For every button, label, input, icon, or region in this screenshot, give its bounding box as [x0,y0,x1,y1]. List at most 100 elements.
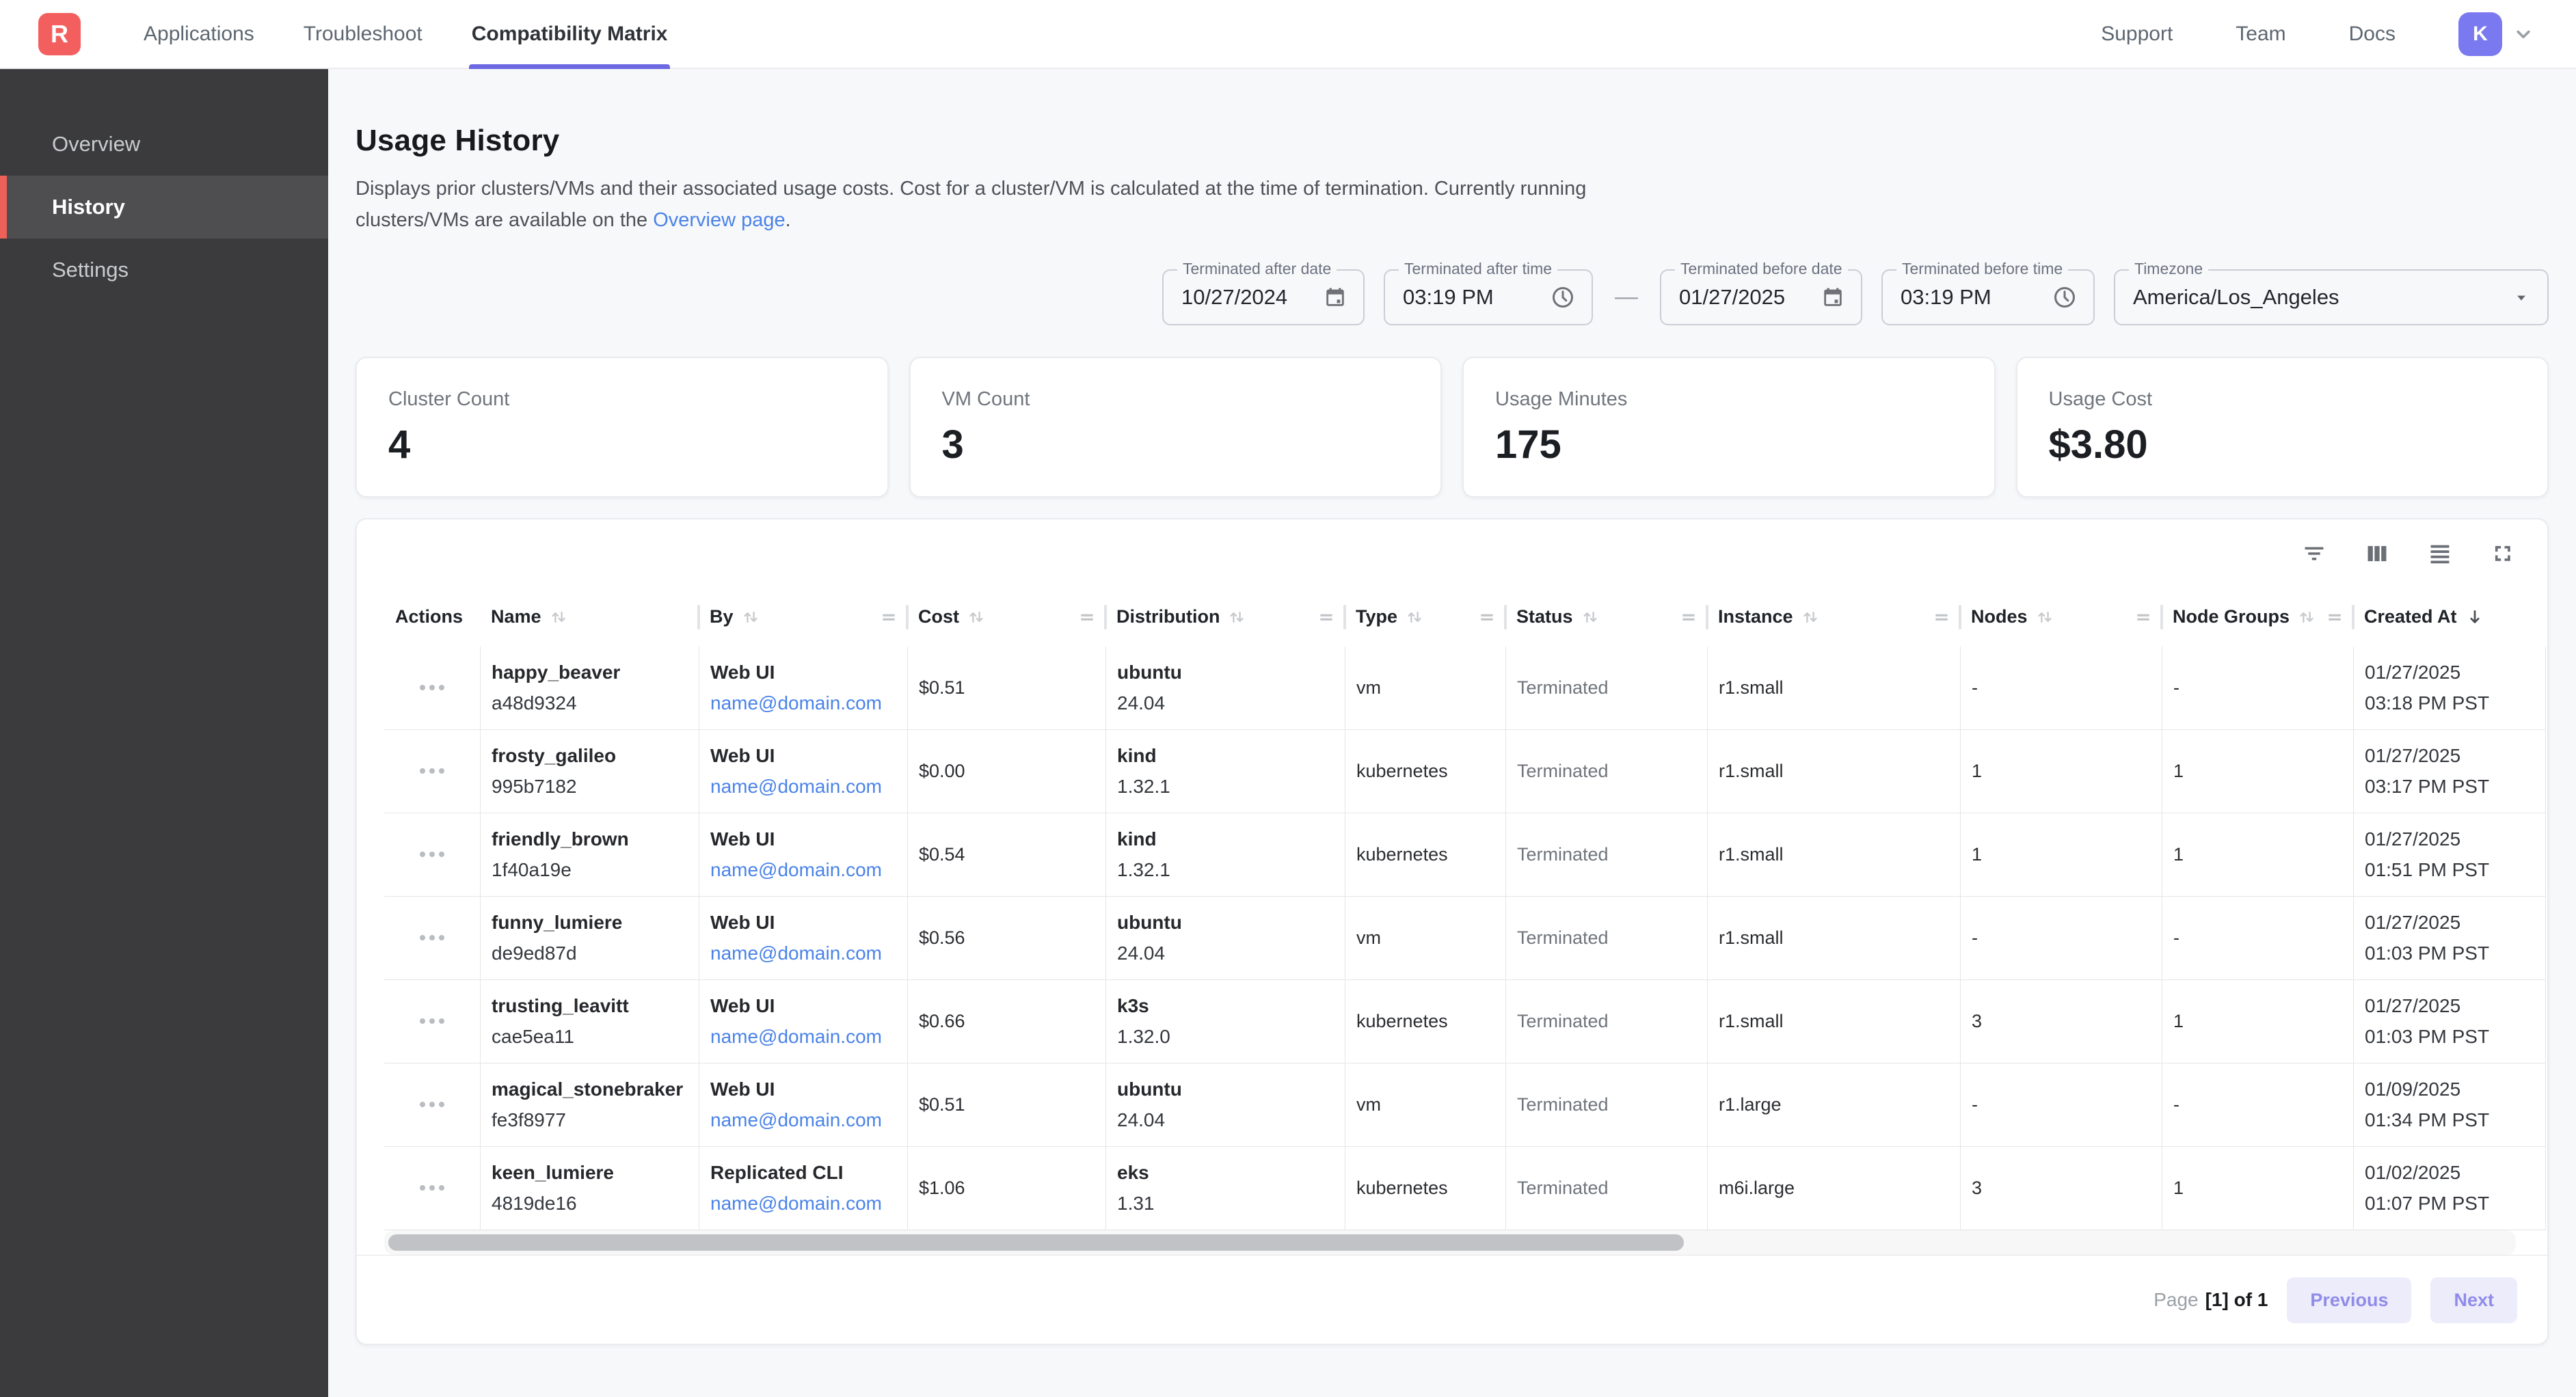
created-time: 03:18 PM PST [2365,692,2490,714]
column-menu-icon[interactable] [2326,608,2344,626]
timezone-select[interactable]: Timezone America/Los_Angeles [2114,259,2549,325]
previous-button[interactable]: Previous [2287,1277,2412,1323]
calendar-icon[interactable] [1821,286,1844,309]
overview-page-link[interactable]: Overview page [653,209,786,232]
created-by-source: Replicated CLI [710,1161,844,1183]
fullscreen-icon[interactable] [2490,541,2516,567]
cost-value: $0.54 [919,843,965,865]
cost-value: $0.00 [919,760,965,781]
by-cell: Replicated CLI name@domain.com [699,1146,907,1230]
top-nav: R Applications Troubleshoot Compatibilit… [0,0,2576,69]
column-separator [1104,604,1107,629]
row-actions-button[interactable] [413,678,451,697]
terminated-before-date-field[interactable]: Terminated before date 01/27/2025 [1660,259,1862,325]
row-actions-button[interactable] [413,761,451,781]
instance-value: r1.small [1719,677,1784,698]
column-header-name[interactable]: Name [480,588,699,647]
sidebar-item-history[interactable]: History [0,176,328,239]
cost-cell: $1.06 [907,1146,1105,1230]
column-menu-icon[interactable] [1680,608,1698,626]
node-groups-cell: - [2162,896,2353,979]
row-actions-cell [384,1147,480,1230]
tab-applications[interactable]: Applications [144,22,254,45]
column-label: Created At [2364,606,2457,627]
distribution-version: 24.04 [1117,942,1166,964]
sidebar-item-overview[interactable]: Overview [52,132,141,156]
created-at-cell: 01/09/2025 01:34 PM PST [2353,1063,2546,1146]
created-by-email-link[interactable]: name@domain.com [710,775,882,797]
tab-compatibility-matrix[interactable]: Compatibility Matrix [468,0,671,69]
created-date: 01/27/2025 [2365,911,2461,933]
description-text: Displays prior clusters/VMs and their as… [355,178,1587,232]
instance-cell: r1.small [1707,979,1960,1063]
column-header-type[interactable]: Type [1343,588,1505,647]
created-by-email-link[interactable]: name@domain.com [710,1025,882,1047]
nodes-value: - [1972,927,1978,948]
brand-logo[interactable]: R [38,12,81,55]
cluster-name: keen_lumiere [492,1161,614,1183]
column-header-node-groups[interactable]: Node Groups [2160,588,2353,647]
sidebar-item-settings[interactable]: Settings [52,258,129,282]
row-actions-button[interactable] [413,1178,451,1197]
distribution-cell: kind 1.32.1 [1105,813,1345,896]
instance-value: r1.small [1719,927,1784,948]
cost-cell: $0.66 [907,979,1105,1063]
cost-cell: $0.00 [907,729,1105,813]
column-header-status[interactable]: Status [1504,588,1707,647]
terminated-before-time-field[interactable]: Terminated before time 03:19 PM [1881,259,2095,325]
node-groups-value: - [2173,1094,2179,1115]
row-actions-cell [384,813,480,896]
table-row: keen_lumiere 4819de16 Replicated CLI nam… [384,1146,2546,1230]
column-separator [1706,604,1708,629]
row-actions-button[interactable] [413,1095,451,1114]
terminated-after-time-field[interactable]: Terminated after time 03:19 PM [1384,259,1593,325]
stat-value: 175 [1495,422,1561,467]
next-button[interactable]: Next [2430,1277,2517,1323]
column-header-instance[interactable]: Instance [1706,588,1960,647]
created-by-email-link[interactable]: name@domain.com [710,1192,882,1214]
nav-link-docs[interactable]: Docs [2348,22,2396,45]
node-groups-value: - [2173,927,2179,948]
column-menu-icon[interactable] [1317,608,1335,626]
name-cell: happy_beaver a48d9324 [480,646,699,729]
scrollbar-thumb[interactable] [388,1234,1684,1251]
column-menu-icon[interactable] [1078,608,1096,626]
type-cell: vm [1345,1063,1505,1146]
column-header-distribution[interactable]: Distribution [1104,588,1345,647]
created-by-email-link[interactable]: name@domain.com [710,858,882,880]
distribution-name: eks [1117,1161,1149,1183]
calendar-icon[interactable] [1324,286,1347,309]
filter-icon[interactable] [2301,541,2327,567]
created-by-email-link[interactable]: name@domain.com [710,1109,882,1130]
created-time: 01:03 PM PST [2365,942,2490,964]
clock-icon[interactable] [1551,285,1575,310]
column-menu-icon[interactable] [1933,608,1950,626]
column-header-cost[interactable]: Cost [906,588,1105,647]
column-header-nodes[interactable]: Nodes [1959,588,2162,647]
nav-link-team[interactable]: Team [2236,22,2286,45]
terminated-after-date-field[interactable]: Terminated after date 10/27/2024 [1162,259,1365,325]
created-by-email-link[interactable]: name@domain.com [710,942,882,964]
created-by-email-link[interactable]: name@domain.com [710,692,882,714]
row-actions-button[interactable] [413,845,451,864]
row-actions-button[interactable] [413,1012,451,1031]
clock-icon[interactable] [2052,285,2077,310]
sort-icon [1404,607,1425,627]
date-range-separator: — [1615,284,1638,310]
tab-troubleshoot[interactable]: Troubleshoot [303,22,422,45]
account-menu[interactable]: K [2458,12,2535,56]
nodes-cell: - [1960,1063,2162,1146]
status-cell: Terminated [1505,813,1707,896]
row-actions-button[interactable] [413,928,451,947]
avatar[interactable]: K [2458,12,2502,56]
column-header-created-at[interactable]: Created At [2352,588,2546,647]
column-menu-icon[interactable] [1478,608,1496,626]
column-header-by[interactable]: By [697,588,907,647]
stat-value: 4 [388,422,411,467]
column-menu-icon[interactable] [2134,608,2152,626]
cost-cell: $0.54 [907,813,1105,896]
nav-link-support[interactable]: Support [2101,22,2173,45]
columns-icon[interactable] [2364,541,2390,567]
density-icon[interactable] [2427,541,2453,567]
column-menu-icon[interactable] [880,608,898,626]
